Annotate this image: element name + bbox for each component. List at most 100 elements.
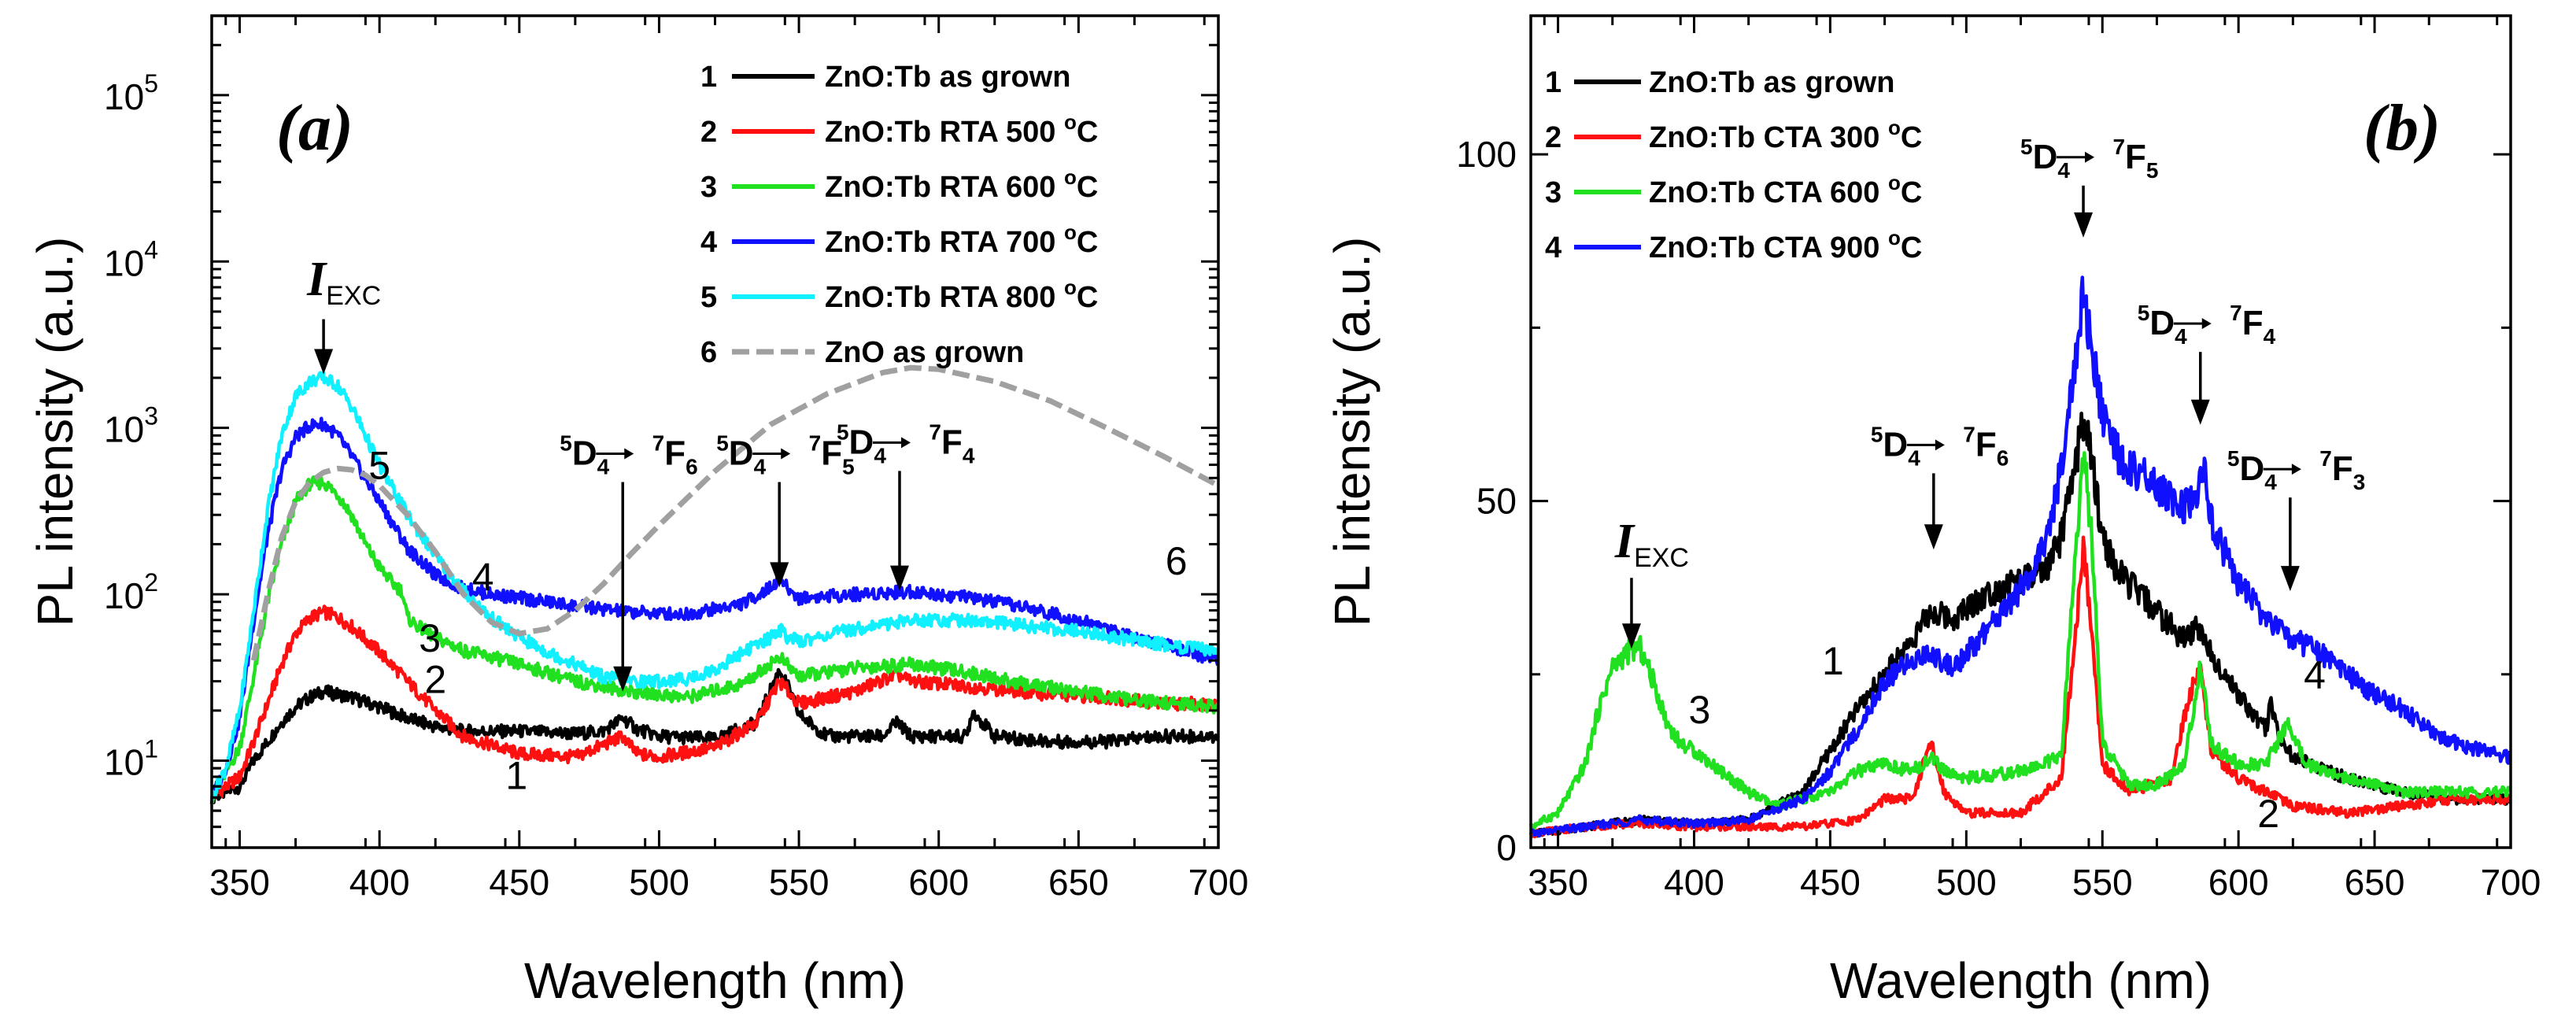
annotation-d4f3: 5D4 7F3 bbox=[2227, 446, 2365, 592]
curve-number-label: 4 bbox=[2304, 653, 2326, 697]
panel-label: (a) bbox=[276, 91, 353, 164]
annotation-arrowhead bbox=[2190, 399, 2210, 425]
transition-arrowhead bbox=[2201, 318, 2212, 330]
curve-number-label: 1 bbox=[505, 754, 527, 798]
curve-number-label: 2 bbox=[424, 658, 446, 702]
legend-item: 2 ZnO:Tb CTA 300 oC bbox=[1545, 116, 1922, 154]
legend-number: 4 bbox=[1545, 231, 1561, 264]
annotation-d4f4: 5D4 7F4 bbox=[837, 419, 975, 591]
transition-arrowhead bbox=[2291, 464, 2301, 475]
curve-number-label: 5 bbox=[368, 444, 390, 488]
legend-number: 5 bbox=[700, 281, 717, 314]
x-tick-label: 550 bbox=[2072, 862, 2133, 903]
curve-number-label: 3 bbox=[419, 616, 441, 660]
annotation-arrowhead bbox=[2280, 566, 2300, 592]
transition-label: 5D4 7F4 bbox=[837, 419, 975, 467]
legend-item: 4 ZnO:Tb CTA 900 oC bbox=[1545, 226, 1922, 264]
y-tick-label: 100 bbox=[1456, 134, 1517, 175]
annotation-arrowhead bbox=[770, 562, 789, 588]
legend-number: 1 bbox=[700, 61, 717, 94]
y-tick-label: 101 bbox=[104, 734, 158, 782]
legend-item: 3 ZnO:Tb CTA 600 oC bbox=[1545, 171, 1922, 209]
x-axis-title: Wavelength (nm) bbox=[524, 952, 906, 1009]
legend-number: 2 bbox=[700, 116, 717, 149]
annotation-iexc: IEXC bbox=[1614, 515, 1689, 649]
annotation-arrowhead bbox=[613, 666, 633, 692]
y-tick-label: 50 bbox=[1476, 481, 1517, 522]
legend: 1 ZnO:Tb as grown 2 ZnO:Tb CTA 300 oC 3 ZnO:T… bbox=[1545, 66, 1922, 264]
legend-item: 1 ZnO:Tb as grown bbox=[1545, 66, 1894, 99]
legend-label: ZnO:Tb CTA 300 oC bbox=[1649, 116, 1922, 154]
transition-label: 5D4 7F3 bbox=[2227, 446, 2365, 494]
annotation-d4f4: 5D4 7F4 bbox=[2138, 301, 2276, 425]
x-tick-label: 500 bbox=[1936, 862, 1997, 903]
transition-arrowhead bbox=[781, 448, 791, 460]
series-group bbox=[209, 364, 1220, 805]
legend-label: ZnO:Tb RTA 700 oC bbox=[825, 220, 1098, 259]
iexc-label: IEXC bbox=[1614, 515, 1689, 573]
x-tick-label: 550 bbox=[769, 862, 830, 903]
series-1-line bbox=[209, 667, 1220, 804]
series-5-line bbox=[209, 371, 1220, 802]
transition-arrowhead bbox=[1935, 439, 1945, 451]
series-3-line bbox=[1528, 451, 2512, 830]
y-tick-label: 0 bbox=[1496, 827, 1517, 868]
curve-number-label: 2 bbox=[2257, 792, 2279, 836]
series-2-line bbox=[209, 604, 1220, 802]
y-axis-title: PL intensity (a.u.) bbox=[27, 237, 83, 627]
x-tick-label: 450 bbox=[1800, 862, 1861, 903]
x-axis: 350 400 450 500 550 600 650 700 bbox=[209, 16, 1248, 903]
y-tick-label: 104 bbox=[104, 235, 158, 283]
legend: 1 ZnO:Tb as grown 2 ZnO:Tb RTA 500 oC 3 ZnO:T… bbox=[700, 61, 1098, 369]
legend-item: 4 ZnO:Tb RTA 700 oC bbox=[700, 220, 1098, 259]
x-axis-title: Wavelength (nm) bbox=[1830, 952, 2212, 1009]
legend-label: ZnO:Tb CTA 600 oC bbox=[1649, 171, 1922, 209]
series-4-line bbox=[209, 416, 1220, 801]
curve-number-label: 4 bbox=[472, 555, 494, 599]
panel-b: 350 400 450 500 550 600 650 700 0 50 100 Wavelength… bbox=[1324, 14, 2541, 1009]
panel-label: (b) bbox=[2363, 91, 2441, 164]
legend-label: ZnO:Tb as grown bbox=[1649, 66, 1894, 99]
y-axis-title: PL intensity (a.u.) bbox=[1324, 237, 1380, 627]
x-tick-label: 350 bbox=[1528, 862, 1588, 903]
legend-label: ZnO:Tb RTA 500 oC bbox=[825, 110, 1098, 149]
legend-item: 1 ZnO:Tb as grown bbox=[700, 61, 1070, 94]
transition-arrowhead bbox=[624, 448, 634, 460]
x-tick-label: 600 bbox=[908, 862, 969, 903]
x-tick-label: 500 bbox=[629, 862, 689, 903]
x-tick-label: 600 bbox=[2208, 862, 2269, 903]
annotation-d4f5: 5D4 7F5 bbox=[2020, 135, 2158, 238]
annotation-d4f6: 5D4 7F6 bbox=[560, 431, 698, 692]
legend-number: 4 bbox=[700, 226, 717, 259]
legend-number: 6 bbox=[700, 336, 717, 369]
curve-number-label: 6 bbox=[1166, 539, 1188, 583]
x-tick-label: 400 bbox=[349, 862, 410, 903]
legend-item: 2 ZnO:Tb RTA 500 oC bbox=[700, 110, 1098, 149]
transition-label: 5D4 7F6 bbox=[560, 431, 697, 479]
x-tick-label: 400 bbox=[1664, 862, 1724, 903]
legend-number: 3 bbox=[1545, 176, 1561, 209]
x-axis: 350 400 450 500 550 600 650 700 bbox=[1528, 16, 2541, 903]
x-tick-label: 450 bbox=[489, 862, 549, 903]
y-tick-label: 103 bbox=[104, 402, 158, 450]
transition-label: 5D4 7F4 bbox=[2138, 301, 2276, 349]
legend-item: 3 ZnO:Tb RTA 600 oC bbox=[700, 165, 1098, 204]
legend-label: ZnO:Tb CTA 900 oC bbox=[1649, 226, 1922, 264]
transition-label: 5D4 7F5 bbox=[716, 431, 854, 479]
transition-arrowhead bbox=[900, 437, 911, 449]
annotation-arrowhead bbox=[1621, 623, 1641, 649]
iexc-label: IEXC bbox=[306, 253, 381, 311]
x-tick-label: 650 bbox=[2345, 862, 2405, 903]
series-3-line bbox=[209, 475, 1220, 805]
series-4-line bbox=[1529, 275, 2512, 838]
curve-number-label: 3 bbox=[1689, 688, 1711, 732]
annotation-arrowhead bbox=[1924, 524, 1943, 550]
y-axis: 0 50 100 bbox=[1456, 134, 2511, 868]
legend-number: 2 bbox=[1545, 121, 1561, 154]
y-tick-label: 102 bbox=[104, 568, 158, 616]
annotation-iexc: IEXC bbox=[306, 253, 381, 375]
series-group bbox=[1528, 275, 2512, 839]
transition-label: 5D4 7F5 bbox=[2020, 135, 2158, 183]
curve-number-label: 1 bbox=[1822, 639, 1844, 683]
